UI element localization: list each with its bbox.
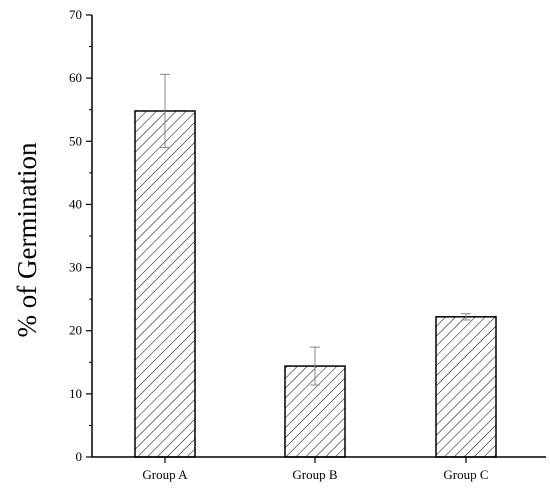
y-tick-label: 30 xyxy=(69,260,82,275)
y-tick-label: 50 xyxy=(69,133,82,148)
y-tick-label: 0 xyxy=(76,449,83,464)
x-tick-label: Group C xyxy=(443,467,488,482)
bar-group-a xyxy=(134,110,196,458)
y-tick-label: 60 xyxy=(69,70,82,85)
x-tick-label: Group B xyxy=(292,467,337,482)
y-tick-label: 20 xyxy=(69,323,82,338)
bar-group-c xyxy=(435,316,497,458)
y-axis-label: % of Germination xyxy=(12,142,42,337)
x-tick-label: Group A xyxy=(142,467,188,482)
y-tick-label: 40 xyxy=(69,196,82,211)
y-tick-label: 70 xyxy=(69,7,82,22)
plot-area: 0 10 20 30 40 50 60 70 Group A Group B Group C xyxy=(69,7,546,482)
y-tick-label: 10 xyxy=(69,386,82,401)
